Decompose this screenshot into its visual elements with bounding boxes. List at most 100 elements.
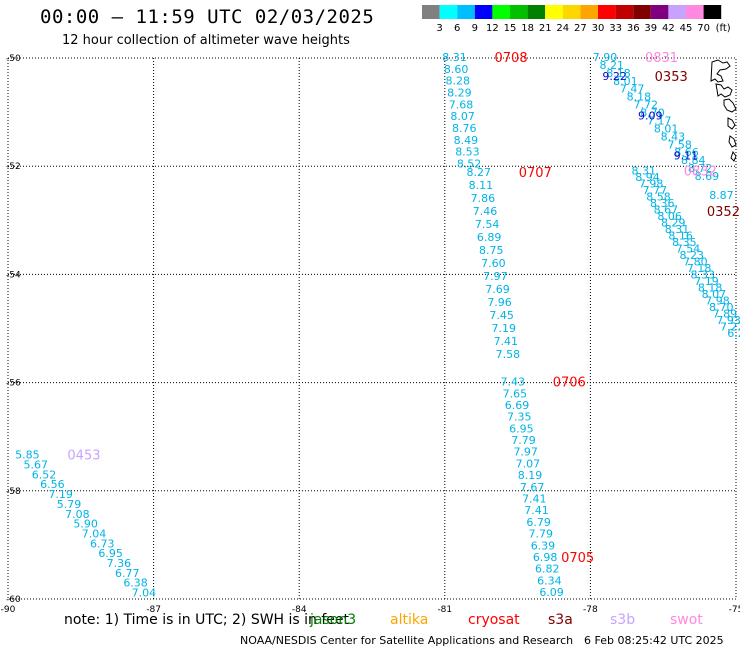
wave-height-label: 7.90 xyxy=(593,51,618,64)
wave-height-label: 7.18 xyxy=(687,262,712,275)
wave-height-label: 8.21 xyxy=(600,59,625,72)
color-scale-tick-label: 6 xyxy=(454,23,460,34)
footer-note: note: 1) Time is in UTC; 2) SWH is in fe… xyxy=(64,612,350,628)
color-scale-tick-label: 12 xyxy=(486,23,499,34)
pass-time-label: 0705 xyxy=(561,551,594,566)
wave-height-label: 6.77 xyxy=(115,567,140,580)
footer-timestamp: 6 Feb 08:25:42 UTC 2025 xyxy=(584,634,724,647)
wave-height-label: 8.11 xyxy=(469,179,494,192)
wave-height-label: 7.45 xyxy=(489,309,514,322)
altimeter-track: 5.855.676.526.567.195.797.085.907.046.73… xyxy=(15,449,156,600)
altimeter-track: 0352 xyxy=(707,205,740,220)
color-scale-tick-label: 70 xyxy=(697,23,710,34)
wave-height-label: 7.80 xyxy=(683,255,708,268)
wave-height-label: 6.39 xyxy=(531,539,556,552)
lon-tick-label: -84 xyxy=(292,605,307,615)
wave-height-label: 8.23 xyxy=(679,249,704,262)
wave-height-label: 7.98 xyxy=(705,294,730,307)
wave-height-label: 8.18 xyxy=(698,281,723,294)
wave-height-label: 7.58 xyxy=(667,138,692,151)
wave-height-label: 7.41 xyxy=(522,493,547,506)
wave-height-label: 7.89 xyxy=(713,307,738,320)
lon-tick-label: -81 xyxy=(437,605,452,615)
wave-height-label: 7.79 xyxy=(511,434,536,447)
wave-height-label: 8.16 xyxy=(668,230,693,243)
wave-height-label: 8.31 xyxy=(665,223,690,236)
altimeter-track: 8.278.117.867.467.546.898.757.607.977.69… xyxy=(467,166,552,361)
pass-time-label: 0353 xyxy=(655,70,688,85)
wave-height-label: 7.47 xyxy=(620,83,645,96)
pass-time-label: 0832 xyxy=(684,165,717,180)
wave-height-label: 7.54 xyxy=(475,218,500,231)
pass-time-label: 0453 xyxy=(67,449,100,464)
wave-height-label: 5.67 xyxy=(23,458,48,471)
wave-height-label: 7.97 xyxy=(513,446,538,459)
wave-height-label: 9.22 xyxy=(602,70,627,83)
wave-height-label: 6.09 xyxy=(539,586,564,599)
lon-tick-label: -87 xyxy=(146,605,161,615)
coastline xyxy=(710,59,737,162)
wave-height-label: 6.95 xyxy=(98,547,123,560)
color-scale-tick-label: 18 xyxy=(521,23,534,34)
lat-tick-label: -52 xyxy=(6,162,21,172)
wave-height-label: 7.60 xyxy=(481,257,506,270)
wave-height-label: 8.33 xyxy=(691,268,716,281)
wave-height-label: 7.65 xyxy=(503,387,528,400)
wave-height-label: 6.69 xyxy=(505,399,530,412)
wave-height-label: 6.82 xyxy=(535,563,560,576)
color-swatch xyxy=(703,5,722,19)
wave-height-label: 8.87 xyxy=(709,189,734,202)
wave-height-label: 8.43 xyxy=(661,130,686,143)
wave-height-label: 8.31 xyxy=(442,51,467,64)
color-swatch xyxy=(545,5,563,19)
page-title: 00:00 – 11:59 UTC 02/03/2025 xyxy=(40,6,375,28)
wave-height-label: 6.89 xyxy=(477,231,502,244)
wave-height-label: 8.19 xyxy=(518,469,543,482)
wave-height-label: 7.68 xyxy=(449,98,474,111)
color-scale-legend: 3 6 9 12 15 18 21 24 27 30 33 36 39 42 45 70 (ft) xyxy=(422,5,731,34)
wave-height-label: 7.04 xyxy=(82,527,107,540)
color-scale-tick-label: 21 xyxy=(539,23,552,34)
satellite-legend-item: s3b xyxy=(610,612,636,628)
color-swatch xyxy=(598,5,616,19)
wave-height-label: 8.60 xyxy=(444,63,469,76)
wave-height-label: 8.28 xyxy=(445,75,470,88)
wave-height-label: 7.35 xyxy=(507,411,532,424)
color-scale-tick-label: 45 xyxy=(680,23,693,34)
color-swatch xyxy=(686,5,704,19)
wave-height-label: 9.09 xyxy=(638,110,663,123)
wave-height-label: 6.79 xyxy=(526,516,551,529)
wave-height-label: 7.41 xyxy=(494,335,519,348)
wave-height-label: 7.08 xyxy=(65,508,90,521)
color-scale-tick-label: 30 xyxy=(592,23,605,34)
wave-height-label: 8.35 xyxy=(672,236,697,249)
wave-height-label: 7.04 xyxy=(132,587,157,600)
wave-height-label: 6.56 xyxy=(40,478,65,491)
wave-height-label: 6.98 xyxy=(533,551,558,564)
satellite-legend-item: jason3 xyxy=(310,612,357,628)
wave-height-label: 7.17 xyxy=(647,114,672,127)
wave-height-label: 8.18 xyxy=(606,67,631,80)
color-scale-tick-label: 24 xyxy=(556,23,569,34)
color-swatch xyxy=(457,5,475,19)
wave-height-label: 8.49 xyxy=(454,134,479,147)
satellite-legend-item: s3a xyxy=(548,612,573,628)
lat-tick-label: -50 xyxy=(6,54,21,64)
wave-height-label: 7.07 xyxy=(516,457,541,470)
wave-height-label: 6.52 xyxy=(32,468,57,481)
wave-height-label: 5.90 xyxy=(73,518,98,531)
wave-height-label: 8.84 xyxy=(681,154,706,167)
plot-frame xyxy=(7,57,737,600)
wave-height-label: 7.54 xyxy=(676,243,701,256)
altimeter-track: 7.437.656.697.356.957.797.977.078.197.67… xyxy=(500,376,594,599)
wave-height-label: 7.19 xyxy=(491,322,516,335)
pass-time-label: 0707 xyxy=(519,166,552,181)
page-subtitle: 12 hour collection of altimeter wave hei… xyxy=(62,33,350,48)
wave-height-label: 7.98 xyxy=(639,178,664,191)
wave-height-label: 8.72 xyxy=(688,162,713,175)
color-scale-tick-label: 27 xyxy=(574,23,587,34)
wave-height-label: 7.93 xyxy=(716,314,740,327)
wave-height-label: 7.19 xyxy=(694,275,719,288)
